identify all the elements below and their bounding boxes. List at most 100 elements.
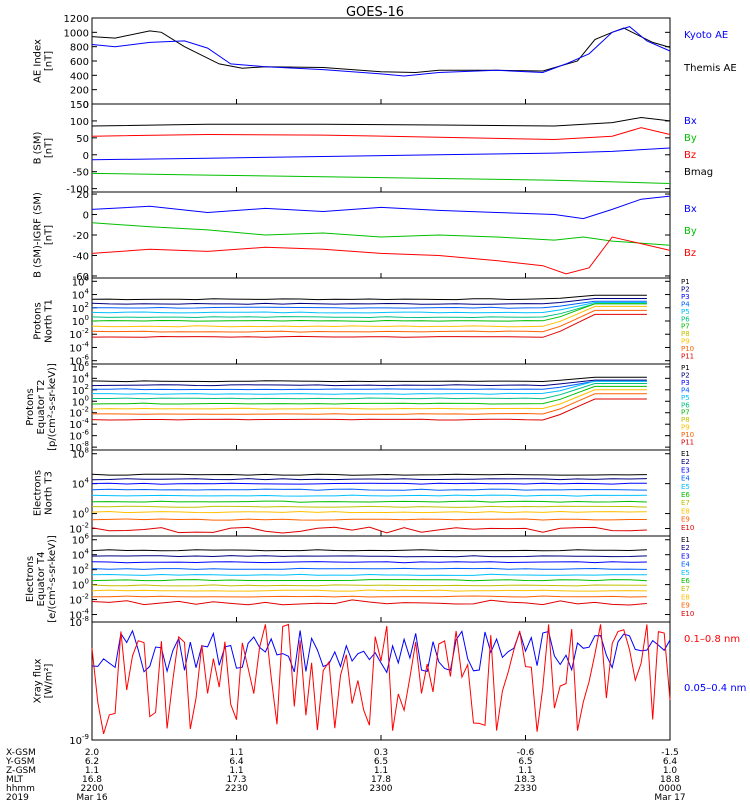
y-tick-label: 10-9 xyxy=(69,733,89,747)
y-tick-label: 200 xyxy=(70,86,89,97)
y-tick-label: 0 xyxy=(83,100,89,111)
series-line xyxy=(91,27,671,74)
x-axis-value: 17.8 xyxy=(371,775,391,785)
x-axis-value: 1.1 xyxy=(374,766,388,776)
xray-line xyxy=(91,623,671,735)
legend-entry: P10 xyxy=(681,431,694,439)
y-axis-label: AE Index xyxy=(33,39,44,83)
flux-line xyxy=(91,573,647,576)
legend-entry: E4 xyxy=(681,475,690,483)
legend-entry: P1 xyxy=(681,278,690,286)
x-axis-value: 16.8 xyxy=(82,775,102,785)
x-axis-value: 1.1 xyxy=(229,748,243,758)
legend-entry: E5 xyxy=(681,569,690,577)
legend-entry: Bx xyxy=(684,204,697,215)
x-axis-table: X-GSMY-GSMZ-GSMMLThhmm20192.06.21.116.82… xyxy=(5,748,686,800)
flux-line xyxy=(91,473,647,476)
flux-line xyxy=(91,305,647,328)
y-axis-label: [W/m²] xyxy=(44,663,55,698)
x-axis-value: 6.4 xyxy=(229,757,244,767)
y-tick-label: 1200 xyxy=(64,14,89,25)
y-axis-label: Equator T4 xyxy=(36,552,47,607)
y-tick-label: 10-2 xyxy=(69,593,89,607)
x-axis-value: 17.3 xyxy=(226,775,246,785)
y-tick-label: 104 xyxy=(72,548,90,562)
flux-line xyxy=(91,599,647,606)
y-tick-label: 50 xyxy=(76,134,89,145)
legend-entry: P2 xyxy=(681,371,690,379)
y-axis-label: Electrons xyxy=(25,556,36,602)
legend-entry: E6 xyxy=(681,577,690,585)
x-axis-value: 6.5 xyxy=(374,757,388,767)
legend-entry: E5 xyxy=(681,483,690,491)
legend-entry: E10 xyxy=(681,524,694,532)
legend-entry: Bz xyxy=(684,150,696,161)
y-axis-label: B (SM)-IGRF (SM) xyxy=(33,192,44,278)
y-axis-label: [nT] xyxy=(44,51,55,71)
y-axis-label: [nT] xyxy=(44,138,55,158)
flux-line xyxy=(91,555,647,558)
legend-entry: E3 xyxy=(681,552,690,560)
legend-entry: P3 xyxy=(681,379,690,387)
flux-line xyxy=(91,549,647,552)
y-tick-label: 100 xyxy=(72,314,89,328)
x-axis-value: 2330 xyxy=(514,784,537,794)
legend-entry: P6 xyxy=(681,315,690,323)
y-axis-label: Xray flux xyxy=(33,659,44,704)
legend-entry: P10 xyxy=(681,345,694,353)
x-axis-value: 6.4 xyxy=(663,757,678,767)
y-tick-label: 100 xyxy=(72,507,89,521)
legend-entry: P9 xyxy=(681,338,690,346)
legend-entry: E8 xyxy=(681,507,690,515)
legend-entry: E7 xyxy=(681,499,690,507)
panel-3: 20 0 -20 -40 -60 B (SM)-IGRF (SM) [nT] Bx By Bz xyxy=(33,190,697,283)
flux-line xyxy=(91,567,647,570)
x-axis-value: Mar 16 xyxy=(76,793,108,800)
flux-line xyxy=(91,309,647,333)
legend-entry: P3 xyxy=(681,293,690,301)
flux-line xyxy=(91,518,647,521)
x-axis-value: -1.5 xyxy=(661,748,679,758)
y-axis-label: [p/(cm²-s-sr-keV)] xyxy=(47,363,58,451)
flux-line xyxy=(91,303,647,319)
x-axis-value: -0.6 xyxy=(517,748,535,758)
legend-entry: E2 xyxy=(681,458,690,466)
flux-line xyxy=(91,478,647,481)
legend-entry: Bz xyxy=(684,248,696,259)
legend-entry: Bmag xyxy=(684,167,713,178)
figure-title: GOES-16 xyxy=(346,5,404,20)
y-tick-label: 108 xyxy=(72,447,89,461)
flux-line xyxy=(91,584,647,587)
y-tick-label: 102 xyxy=(72,301,89,315)
flux-line xyxy=(91,398,647,421)
flux-line xyxy=(91,379,647,387)
x-axis-value: 1.1 xyxy=(518,766,532,776)
flux-line xyxy=(92,380,647,391)
flux-line xyxy=(92,393,647,415)
panel-2: 150 100 50 0 -50 -100 B (SM) [nT] Bx By Bz Bmag xyxy=(33,100,714,196)
x-axis-value: 1.0 xyxy=(663,766,678,776)
flux-line xyxy=(91,500,647,503)
legend-entry: P8 xyxy=(681,416,690,424)
flux-line xyxy=(91,579,647,582)
legend-entry: E7 xyxy=(681,585,690,593)
y-tick-label: 104 xyxy=(72,288,90,302)
legend-entry: P2 xyxy=(681,285,690,293)
flux-line xyxy=(91,303,647,322)
flux-line xyxy=(91,526,647,534)
x-axis-row-label: hhmm xyxy=(6,784,35,794)
y-tick-label: -40 xyxy=(73,251,89,262)
y-tick-label: 106 xyxy=(72,533,90,547)
series-line xyxy=(91,222,671,246)
legend-entry: Kyoto AE xyxy=(684,30,728,41)
series-line xyxy=(91,116,671,127)
panel-8: 10-8 10-9 Xray flux [W/m²] 0.1–0.8 nm 0.05–0.… xyxy=(33,615,747,747)
panel-1: 1200 1000 800 600 400 200 0 AE Index [nT] Kyoto A… xyxy=(33,14,737,111)
flux-line xyxy=(91,505,647,508)
y-tick-label: 400 xyxy=(70,71,89,82)
x-axis-value: 2230 xyxy=(225,784,248,794)
